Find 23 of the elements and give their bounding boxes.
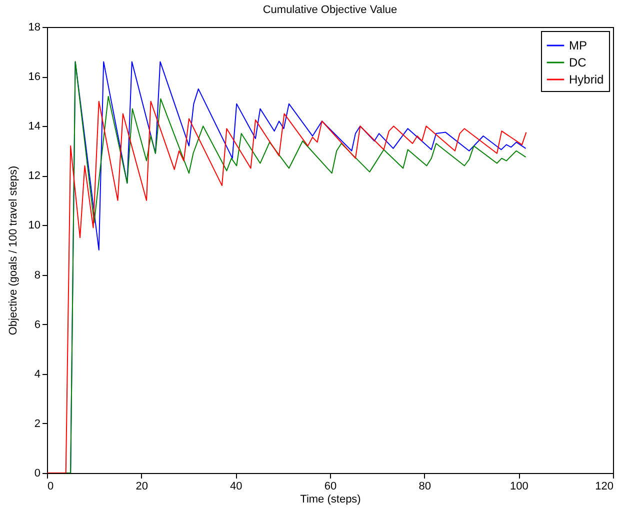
legend-label: MP [569, 38, 587, 52]
x-tick-label: 40 [230, 480, 242, 492]
legend-label: DC [569, 56, 587, 70]
y-tick-label: 0 [34, 468, 40, 480]
y-tick-label: 10 [28, 220, 40, 232]
x-tick-label: 60 [324, 480, 337, 492]
x-tick-label: 120 [595, 480, 614, 492]
legend-label: Hybrid [569, 72, 604, 86]
y-tick-label: 2 [34, 418, 40, 430]
y-tick-label: 14 [28, 120, 40, 133]
y-axis-title: Objective (goals / 100 travel steps) [7, 166, 20, 336]
x-tick-label: 0 [48, 480, 54, 492]
x-tick-label: 100 [510, 480, 528, 492]
y-tick-label: 12 [28, 170, 40, 182]
y-tick-label: 18 [28, 22, 40, 34]
x-tick-label: 80 [418, 480, 431, 492]
y-tick-label: 4 [34, 368, 40, 380]
x-axis-title: Time (steps) [300, 494, 361, 506]
y-tick-label: 8 [34, 269, 40, 282]
y-tick-label: 16 [28, 71, 40, 84]
y-tick-label: 6 [34, 318, 40, 331]
x-tick-label: 20 [136, 480, 148, 492]
chart-title: Cumulative Objective Value [262, 4, 398, 16]
